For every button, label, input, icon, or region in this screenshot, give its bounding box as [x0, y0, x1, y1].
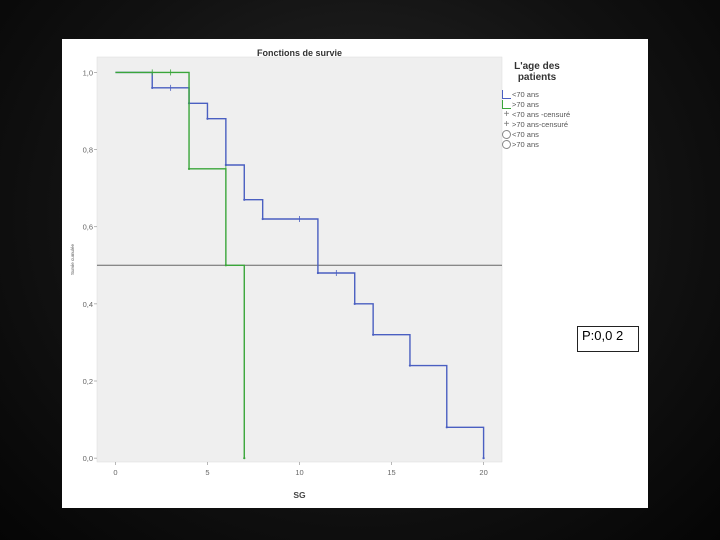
legend-item-label: <70 ans -censuré — [512, 109, 571, 119]
event-point — [408, 364, 412, 367]
plus-icon: + — [503, 108, 510, 120]
event-point — [243, 198, 246, 201]
circle-icon — [502, 129, 511, 139]
x-tick-label: 15 — [387, 468, 395, 477]
legend-title: L'age des patients — [514, 61, 560, 83]
legend-item-label: <70 ans — [512, 129, 539, 139]
event-point — [243, 457, 246, 460]
event-point — [353, 302, 356, 305]
legend-item-under70: <70 ans — [502, 89, 642, 99]
event-point — [187, 167, 191, 170]
event-point — [445, 426, 448, 429]
event-point — [372, 333, 375, 336]
legend-items: <70 ans >70 ans + <70 ans -censuré + >70… — [502, 89, 642, 149]
legend-item-label: >70 ans-censuré — [512, 119, 569, 129]
survival-chart-figure: Fonctions de survie 0,0 0,2 0,4 0,6 0,8 1,0 0 5 1… — [62, 39, 648, 508]
legend: L'age des patients <70 ans >70 ans + <70… — [502, 61, 642, 149]
event-point — [316, 271, 320, 275]
legend-item-under70-censored: + <70 ans -censuré — [502, 109, 642, 119]
legend-item-label: <70 ans — [512, 89, 539, 99]
plot-background — [96, 56, 503, 463]
x-tick-label: 20 — [479, 468, 487, 477]
event-point — [206, 117, 209, 120]
x-tick-label: 0 — [113, 468, 117, 477]
y-tick-label: 0,8 — [83, 146, 93, 155]
legend-item-under70-circle: <70 ans — [502, 129, 642, 139]
plus-icon: + — [503, 118, 510, 130]
y-tick-label: 0,6 — [83, 223, 93, 232]
legend-item-over70-censored: + >70 ans-censuré — [502, 119, 642, 129]
pvalue-annotation: P:0,0 2 — [577, 326, 639, 352]
event-point — [224, 264, 227, 267]
x-axis-label: SG — [293, 490, 306, 500]
event-point — [151, 86, 154, 89]
circle-icon — [502, 139, 511, 149]
y-tick-label: 0,0 — [83, 454, 93, 463]
chart-svg: Fonctions de survie 0,0 0,2 0,4 0,6 0,8 1,0 0 5 1… — [70, 48, 503, 500]
event-point — [224, 163, 227, 167]
legend-item-label: >70 ans — [512, 99, 539, 109]
y-tick-label: 1,0 — [83, 68, 93, 77]
legend-item-label: >70 ans — [512, 139, 539, 149]
y-tick-label: 0,2 — [83, 377, 93, 386]
legend-item-over70-circle: >70 ans — [502, 139, 642, 149]
chart-title: Fonctions de survie — [257, 48, 342, 58]
y-tick-label: 0,4 — [83, 300, 93, 309]
x-tick-label: 5 — [205, 468, 209, 477]
event-point — [482, 457, 485, 460]
event-point — [261, 217, 264, 221]
blue-step-icon — [502, 89, 511, 99]
x-tick-label: 10 — [295, 468, 303, 477]
y-axis-label: Survie cumulée — [70, 243, 75, 275]
green-step-icon — [502, 99, 511, 109]
legend-item-over70: >70 ans — [502, 99, 642, 109]
